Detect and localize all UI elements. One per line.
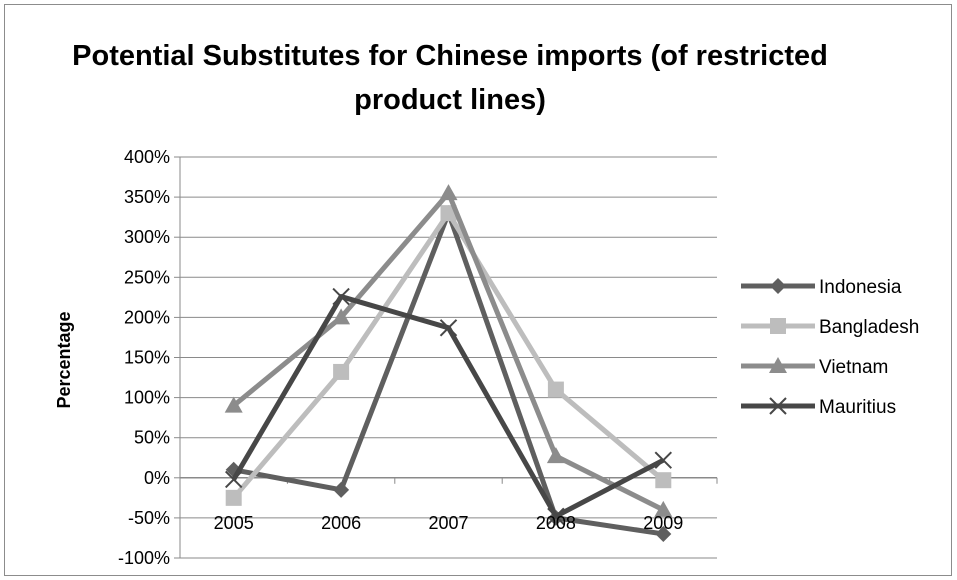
y-tick-label: 150%	[124, 348, 170, 368]
legend-label: Bangladesh	[819, 317, 919, 338]
legend-label: Vietnam	[819, 357, 888, 378]
legend: Indonesia Bangladesh Vietnam Mauritius	[741, 277, 919, 418]
y-tick-label: -100%	[118, 548, 170, 568]
y-tick-label: 50%	[134, 428, 170, 448]
legend-item-bangladesh: Bangladesh	[741, 317, 919, 338]
data-point	[333, 364, 349, 380]
data-point	[333, 482, 349, 498]
y-axis-label: Percentage	[54, 311, 74, 408]
y-tick-label: 350%	[124, 187, 170, 207]
y-tick-label: 300%	[124, 227, 170, 247]
legend-marker	[770, 278, 786, 294]
legend-item-mauritius: Mauritius	[741, 397, 896, 418]
y-tick-label: 100%	[124, 388, 170, 408]
y-axis-ticks: 400% 350% 300% 250% 200% 150% 100% 50% 0% -50% -10…	[118, 147, 170, 568]
legend-label: Mauritius	[819, 397, 896, 418]
data-point	[440, 184, 458, 200]
legend-item-vietnam: Vietnam	[741, 357, 888, 378]
data-point	[655, 472, 671, 488]
series-mauritius	[226, 289, 672, 525]
x-tick-label: 2006	[321, 513, 361, 533]
series-line	[234, 193, 664, 510]
x-tick-label: 2009	[643, 513, 683, 533]
y-tick-label: 0%	[144, 468, 170, 488]
x-axis-ticks: 2005 2006 2007 2008 2009	[214, 513, 684, 533]
data-point	[655, 452, 671, 468]
legend-marker	[770, 318, 786, 334]
data-point	[226, 490, 242, 506]
x-tick-label: 2007	[428, 513, 468, 533]
y-tick-label: -50%	[128, 508, 170, 528]
legend-item-indonesia: Indonesia	[741, 277, 902, 298]
series-lines	[225, 184, 673, 542]
data-point	[547, 447, 565, 463]
y-tick-label: 250%	[124, 267, 170, 287]
y-tick-label: 200%	[124, 307, 170, 327]
data-point	[548, 382, 564, 398]
y-tick-label: 400%	[124, 147, 170, 167]
x-tick-label: 2005	[214, 513, 254, 533]
series-vietnam	[225, 184, 673, 517]
x-tick-label: 2008	[536, 513, 576, 533]
legend-label: Indonesia	[819, 277, 902, 298]
